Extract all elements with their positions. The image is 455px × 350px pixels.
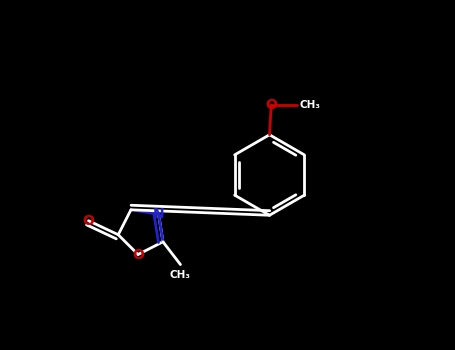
Text: O: O (265, 98, 277, 112)
Text: O: O (132, 247, 144, 261)
Text: O: O (82, 214, 95, 228)
Text: N: N (153, 207, 164, 221)
Text: CH₃: CH₃ (170, 270, 191, 280)
Text: CH₃: CH₃ (299, 100, 320, 110)
